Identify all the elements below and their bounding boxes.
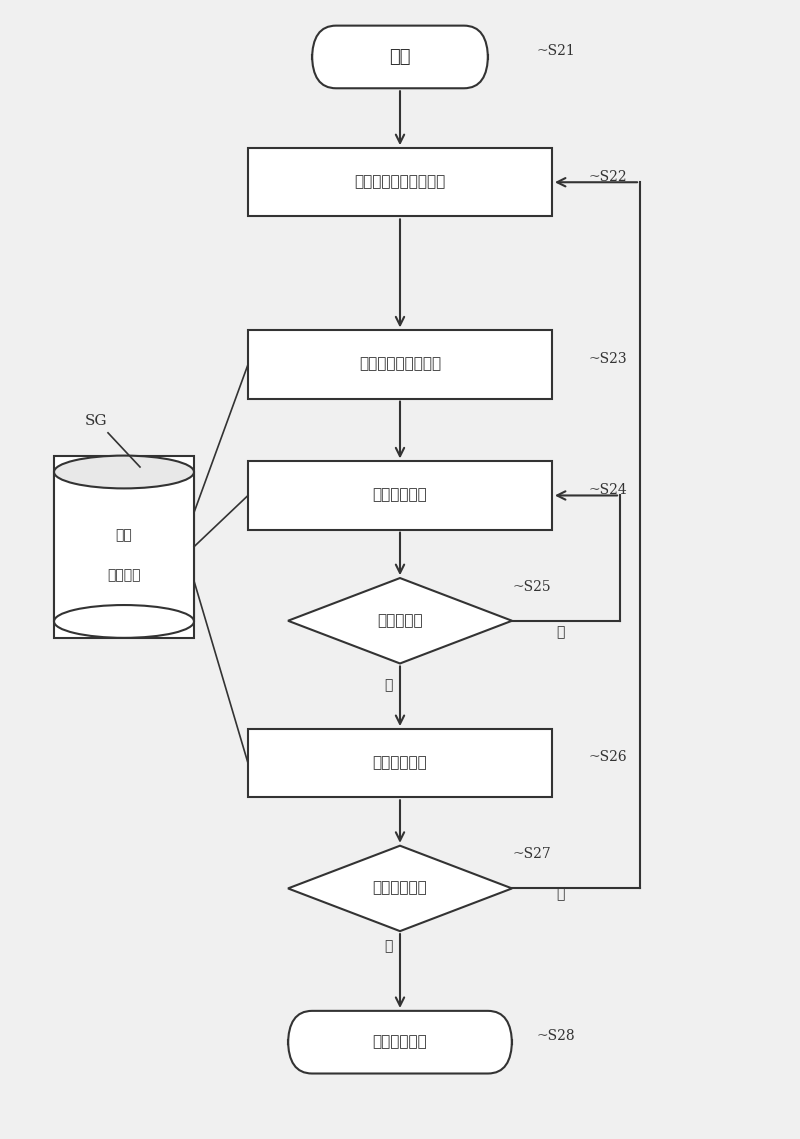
Text: 配准到统计血管模型: 配准到统计血管模型 (359, 358, 441, 371)
Text: ~S28: ~S28 (536, 1030, 574, 1043)
Text: 否: 否 (384, 678, 392, 691)
Text: 开始: 开始 (390, 48, 410, 66)
Text: 建立血管模型: 建立血管模型 (373, 1035, 427, 1049)
Text: ~S22: ~S22 (588, 170, 626, 183)
Bar (248, 148, 552, 216)
FancyBboxPatch shape (312, 26, 488, 89)
Text: 血管模型: 血管模型 (107, 568, 141, 582)
FancyBboxPatch shape (54, 456, 194, 638)
Bar (248, 729, 552, 797)
Text: 定义获得的标志的子集: 定义获得的标志的子集 (354, 175, 446, 189)
Text: ~S27: ~S27 (512, 847, 550, 861)
Text: 其他标志？: 其他标志？ (377, 614, 423, 628)
Text: ~S23: ~S23 (588, 352, 626, 366)
Text: 探测其他标志: 探测其他标志 (373, 489, 427, 502)
Ellipse shape (54, 605, 194, 638)
Bar (248, 461, 552, 530)
Bar (54, 472, 194, 622)
Polygon shape (288, 579, 512, 663)
FancyBboxPatch shape (288, 1011, 512, 1073)
Text: 是: 是 (556, 625, 564, 639)
Text: 提取血管模型: 提取血管模型 (373, 756, 427, 770)
Text: ~S21: ~S21 (536, 44, 574, 58)
Text: 是: 是 (556, 887, 564, 901)
Text: 统计: 统计 (116, 528, 132, 542)
Text: 否: 否 (384, 940, 392, 953)
Polygon shape (288, 845, 512, 932)
Text: ~S25: ~S25 (512, 580, 550, 593)
Text: ~S24: ~S24 (588, 483, 626, 497)
Text: 扩展了模型？: 扩展了模型？ (373, 882, 427, 895)
Text: SG: SG (85, 415, 107, 428)
Ellipse shape (54, 456, 194, 489)
Text: ~S26: ~S26 (588, 751, 626, 764)
Bar (248, 330, 552, 399)
